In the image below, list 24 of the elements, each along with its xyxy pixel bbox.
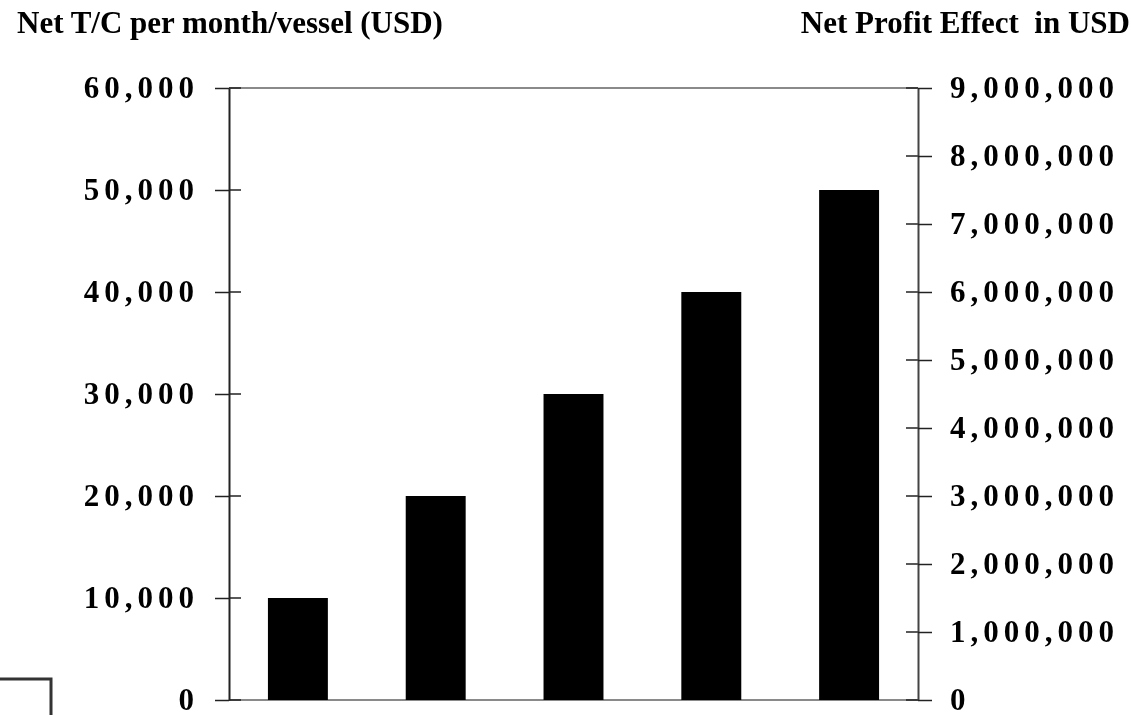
y-tick-label: 60,000: [83, 70, 199, 106]
y-tick-label: 20,000: [83, 478, 199, 514]
y2-tick-label: 2,000,000: [950, 546, 1119, 582]
y-tick-label: 50,000: [83, 172, 199, 208]
y2-tick-label: 4,000,000: [950, 410, 1119, 446]
y-axis-title: Net T/C per month/vessel (USD): [17, 5, 443, 40]
y2-tick-label: 5,000,000: [950, 342, 1119, 378]
y2-tick-label: 9,000,000: [950, 70, 1119, 106]
bar: [267, 598, 328, 700]
y2-tick-label: 8,000,000: [950, 138, 1119, 174]
bar: [405, 496, 466, 700]
bar: [819, 190, 880, 700]
y-tick-label: 30,000: [83, 376, 199, 412]
y-tick-label: 10,000: [83, 580, 199, 616]
y-tick-label: 0: [178, 682, 199, 715]
y2-axis-title: Net Profit Effect in USD: [800, 5, 1130, 40]
y2-tick-label: 1,000,000: [950, 614, 1119, 650]
y2-tick-label: 7,000,000: [950, 206, 1119, 242]
y-tick-label: 40,000: [83, 274, 199, 310]
bar: [681, 292, 742, 700]
y2-tick-label: 0: [950, 682, 971, 715]
y2-tick-label: 6,000,000: [950, 274, 1119, 310]
bar: [543, 394, 604, 700]
y2-tick-label: 3,000,000: [950, 478, 1119, 514]
